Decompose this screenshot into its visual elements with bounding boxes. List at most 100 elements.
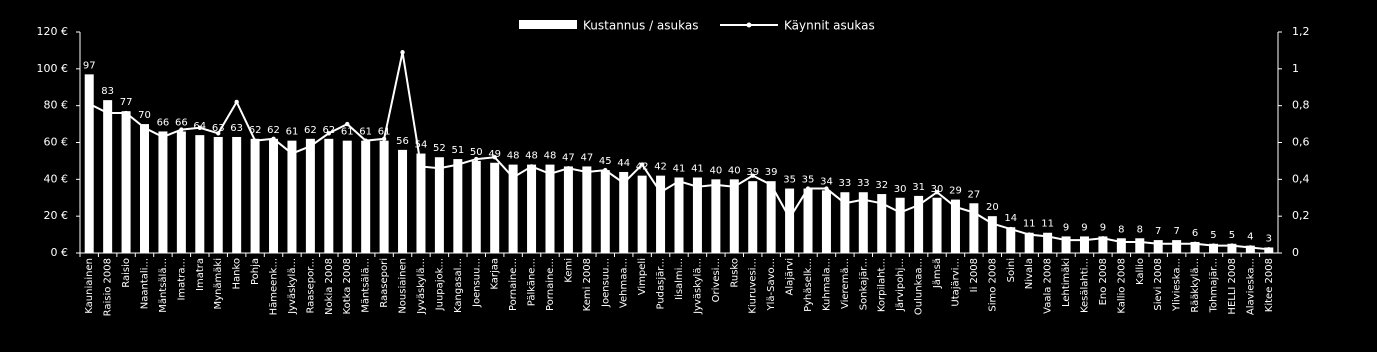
bar	[1172, 240, 1182, 253]
x-tick-label: Kauniainen	[84, 258, 95, 314]
x-tick-label: Jyväskylä...	[416, 258, 427, 315]
line-marker	[234, 99, 239, 105]
bar	[858, 192, 868, 253]
line-marker	[584, 169, 590, 175]
line-marker	[529, 164, 534, 169]
bar	[213, 136, 223, 253]
x-tick-label: Vieremä...	[840, 258, 851, 309]
x-tick-label: Soini	[1006, 258, 1017, 282]
value-label: 29	[949, 186, 962, 197]
x-tick-label: Lehtimäki	[1061, 258, 1072, 307]
x-tick-label: Vaala 2008	[1043, 258, 1054, 314]
x-tick-label: Raasepori	[379, 258, 390, 308]
line-marker	[1266, 247, 1271, 252]
bar	[250, 138, 260, 253]
x-tick-label: Pudasjär...	[656, 258, 667, 310]
x-tick-label: Alajärvi	[785, 258, 796, 295]
value-label: 9	[1100, 222, 1106, 233]
value-label: 48	[544, 151, 557, 162]
value-label: 5	[1229, 230, 1235, 241]
x-tick-label: Eno 2008	[1098, 258, 1109, 305]
line-marker	[971, 210, 977, 215]
x-tick-label: Kallio	[1135, 258, 1146, 285]
bar	[1227, 243, 1237, 253]
line-marker	[197, 125, 202, 130]
line-marker	[1063, 237, 1069, 243]
x-tick-label: Kallio 2008	[1116, 258, 1127, 314]
x-tick-label: Kemi	[563, 258, 574, 283]
bar	[434, 157, 444, 253]
y2-tick-label: 0,6	[1292, 136, 1310, 149]
line-marker	[916, 202, 921, 208]
line-marker	[216, 131, 221, 136]
value-label: 11	[1023, 219, 1036, 230]
bar	[619, 171, 629, 253]
x-tick-label: Kitee 2008	[1264, 258, 1275, 312]
line-marker	[897, 210, 903, 215]
x-tick-label: Raisio 2008	[103, 258, 114, 316]
value-label: 62	[304, 125, 317, 136]
line-marker	[437, 166, 442, 171]
x-tick-label: Orivesi...	[711, 258, 722, 302]
x-tick-label: Alavieska...	[1245, 258, 1256, 315]
line-marker	[603, 167, 608, 173]
x-tick-label: Mäntsälä...	[361, 258, 372, 313]
bar	[582, 166, 592, 253]
line-marker	[455, 162, 461, 167]
line-marker	[621, 180, 626, 186]
x-tick-label: Ylä-Savo...	[766, 258, 777, 312]
line-marker	[566, 166, 571, 171]
x-tick-label: Mäntsälä...	[158, 258, 169, 313]
line-marker	[271, 136, 276, 142]
x-tick-label: Mynämäki	[213, 258, 224, 309]
bar	[361, 140, 371, 253]
value-label: 54	[415, 140, 428, 151]
line-marker	[418, 164, 424, 169]
value-label: 8	[1118, 224, 1124, 235]
line-marker	[1008, 226, 1013, 232]
line-marker	[289, 151, 295, 156]
bar	[140, 124, 150, 253]
line-marker	[1192, 241, 1198, 246]
line-marker	[142, 125, 147, 130]
line-marker	[934, 190, 940, 195]
value-label: 40	[728, 165, 741, 176]
x-tick-label: Karjaa	[490, 258, 501, 290]
value-label: 32	[875, 180, 888, 191]
value-label: 66	[157, 117, 170, 128]
bar	[1024, 232, 1034, 253]
value-label: 6	[1192, 228, 1198, 239]
value-label: 61	[286, 127, 299, 138]
value-label: 48	[525, 151, 538, 162]
bar	[1079, 236, 1089, 253]
y2-tick-label: 0,2	[1292, 209, 1310, 222]
value-label: 48	[507, 151, 520, 162]
line-marker	[400, 50, 405, 55]
value-label: 56	[396, 136, 409, 147]
line-marker	[105, 110, 110, 116]
value-label: 42	[654, 162, 667, 173]
value-label: 14	[1004, 213, 1017, 224]
bar	[195, 135, 205, 253]
value-label: 61	[341, 127, 354, 138]
line-marker	[1100, 236, 1106, 241]
line-marker	[768, 182, 774, 188]
value-label: 7	[1173, 226, 1179, 237]
value-label: 39	[765, 167, 778, 178]
bar	[121, 111, 131, 253]
value-label: 49	[488, 149, 501, 160]
value-label: 9	[1081, 222, 1087, 233]
line-marker	[123, 110, 129, 116]
x-tick-label: Imatra	[195, 258, 206, 291]
bar	[416, 153, 426, 253]
x-tick-label: Rääkkylä...	[1190, 258, 1201, 313]
bar	[950, 199, 960, 253]
value-label: 41	[673, 163, 686, 174]
x-tick-label: Raisio	[121, 258, 132, 288]
line-marker	[252, 138, 258, 143]
value-label: 61	[378, 127, 391, 138]
x-tick-label: Sonkajär...	[858, 258, 869, 310]
y2-tick-label: 1,2	[1292, 25, 1310, 38]
bar	[545, 164, 555, 253]
x-tick-label: Kemi 2008	[582, 258, 593, 311]
